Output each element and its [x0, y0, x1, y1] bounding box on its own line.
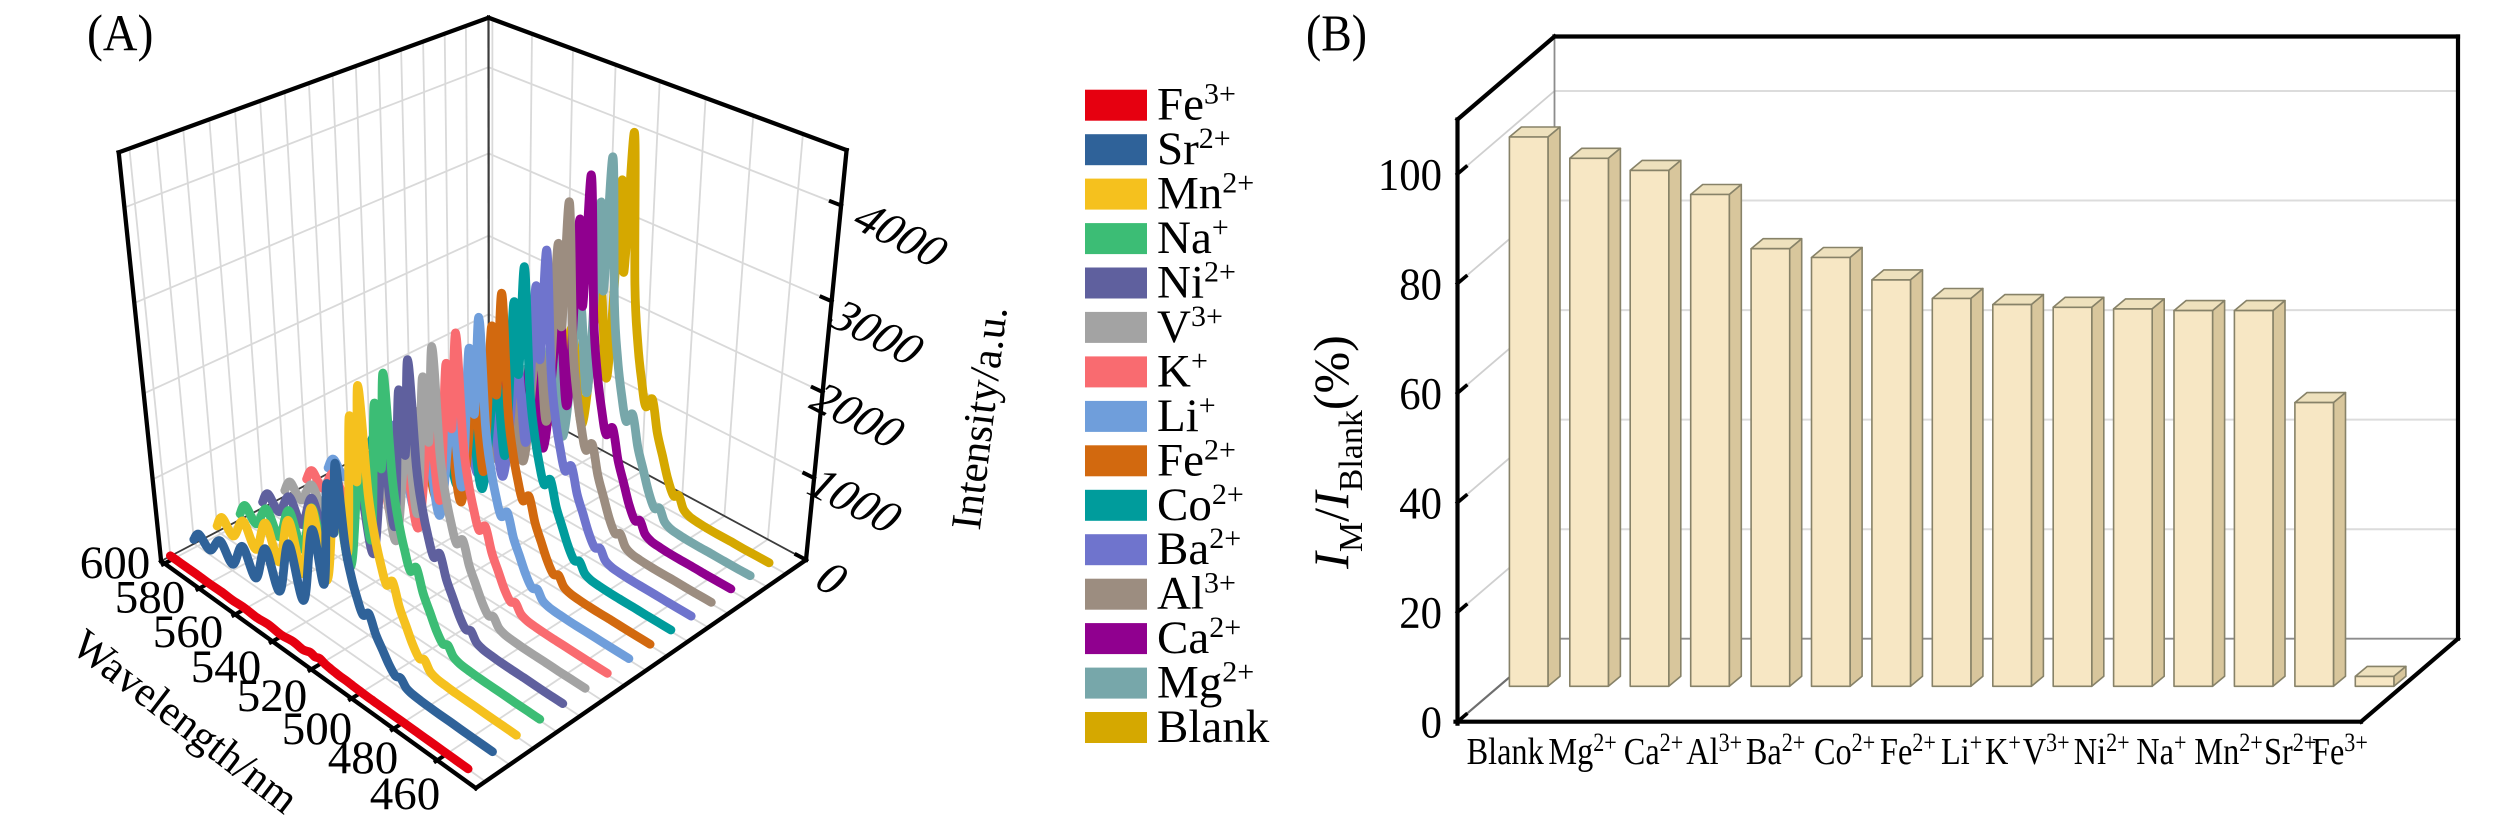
svg-text:Mn2+: Mn2+ [1157, 167, 1254, 220]
svg-text:580: 580 [115, 572, 186, 624]
svg-text:20: 20 [1399, 587, 1442, 639]
svg-text:560: 560 [153, 606, 224, 658]
svg-text:Ni2+: Ni2+ [1157, 256, 1236, 309]
svg-text:Fe2+: Fe2+ [1880, 729, 1936, 772]
svg-text:K+: K+ [1985, 729, 2021, 772]
svg-text:Blank: Blank [1157, 701, 1270, 753]
svg-text:Ca2+: Ca2+ [1157, 611, 1241, 664]
svg-text:80: 80 [1399, 258, 1442, 310]
svg-text:(A): (A) [87, 4, 153, 62]
svg-text:460: 460 [370, 768, 441, 819]
svg-text:0: 0 [1421, 696, 1442, 748]
svg-text:60: 60 [1399, 368, 1442, 420]
svg-text:IM/IBlank(%): IM/IBlank(%) [1303, 335, 1370, 570]
svg-text:Na+: Na+ [2136, 729, 2186, 772]
svg-text:480: 480 [328, 732, 399, 784]
svg-text:40: 40 [1399, 477, 1442, 529]
svg-text:Blank: Blank [1467, 731, 1544, 773]
svg-text:540: 540 [191, 641, 262, 693]
svg-text:Al3+: Al3+ [1686, 729, 1742, 772]
svg-text:600: 600 [80, 537, 151, 589]
svg-text:(B): (B) [1306, 4, 1367, 62]
svg-text:500: 500 [282, 703, 353, 755]
svg-text:520: 520 [237, 670, 308, 722]
svg-text:Mg2+: Mg2+ [1157, 656, 1254, 709]
svg-text:100: 100 [1378, 149, 1442, 201]
